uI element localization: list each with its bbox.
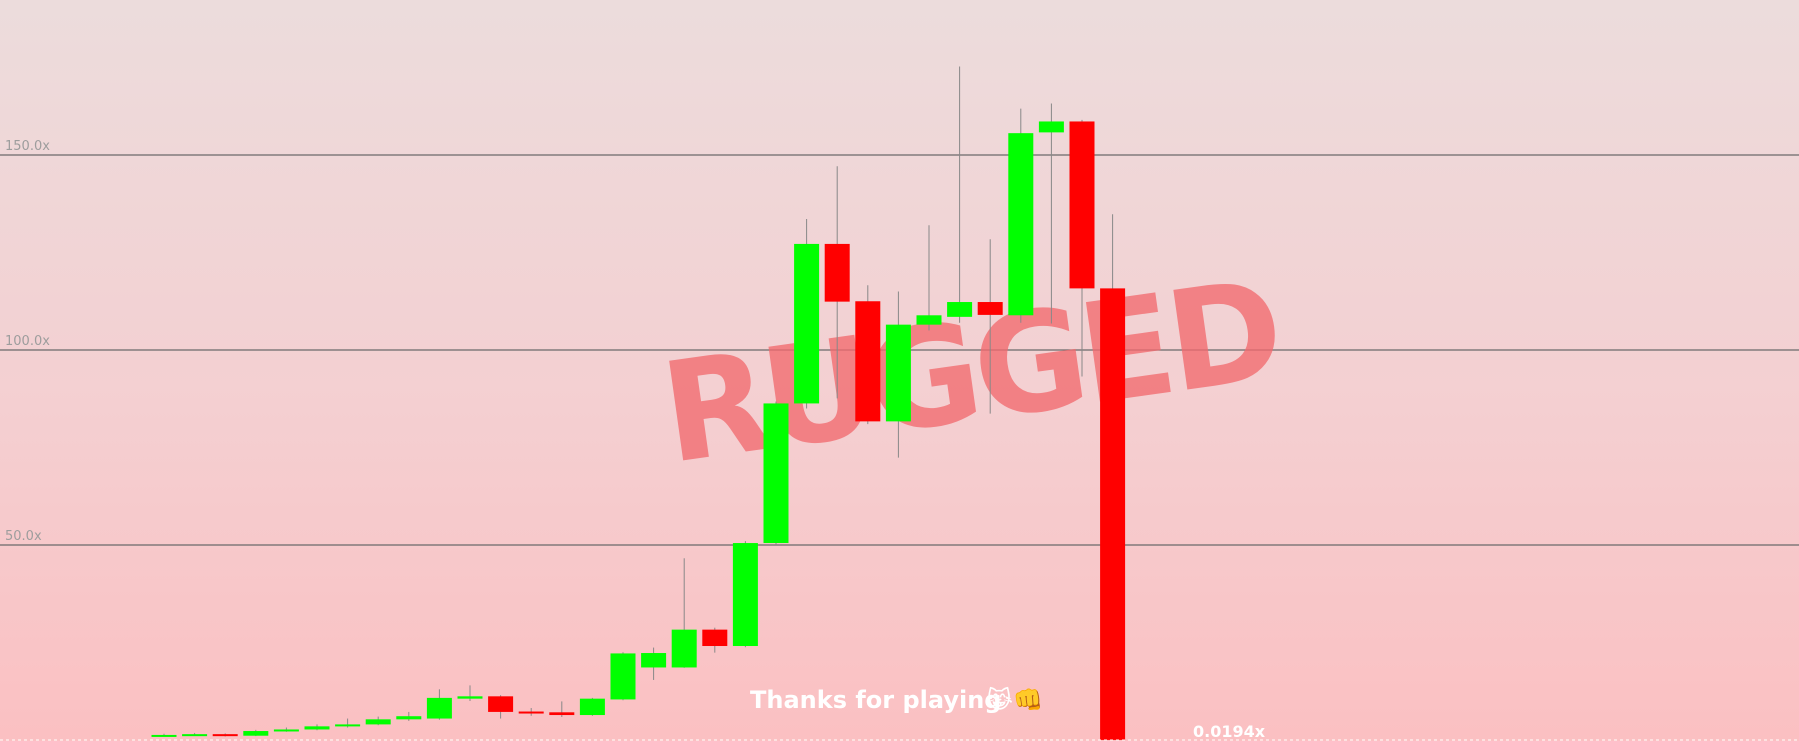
candle xyxy=(579,697,605,716)
candle xyxy=(702,627,728,653)
candle-body-up xyxy=(641,653,667,668)
candle-body-down xyxy=(977,302,1003,315)
candle-body-up xyxy=(885,324,911,422)
y-tick-label: 150.0x xyxy=(5,139,50,154)
candle xyxy=(365,716,391,726)
candle-body-down xyxy=(855,301,881,422)
candle-body-up xyxy=(396,716,422,720)
candles-layer xyxy=(151,66,1126,740)
candle xyxy=(335,718,361,728)
candle xyxy=(824,166,850,399)
thanks-message: Thanks for playing xyxy=(750,686,1001,714)
rugged-watermark: RUGGED xyxy=(653,249,1287,494)
candle-body-up xyxy=(243,731,269,736)
candle xyxy=(885,291,911,458)
candle-body-up xyxy=(732,543,758,647)
candle-body-up xyxy=(794,243,820,404)
candle-body-up xyxy=(1008,133,1034,316)
candle-body-down xyxy=(488,696,514,712)
candle xyxy=(732,541,758,648)
candle xyxy=(273,727,299,732)
candle-body-up xyxy=(763,403,789,544)
candle-body-up xyxy=(457,696,483,699)
y-tick-label: 50.0x xyxy=(5,529,42,544)
candle xyxy=(1008,108,1034,323)
candle xyxy=(396,711,422,721)
candle xyxy=(1069,119,1095,377)
candle xyxy=(1100,214,1126,740)
candle xyxy=(763,401,789,545)
candle-body-up xyxy=(335,724,361,727)
candle xyxy=(151,733,177,737)
candle xyxy=(947,66,973,323)
y-tick-label: 100.0x xyxy=(5,334,50,349)
candle xyxy=(182,732,208,737)
candle xyxy=(518,708,544,716)
candle xyxy=(855,285,881,425)
candle xyxy=(1038,103,1064,324)
candle-body-down xyxy=(1069,121,1095,289)
candle xyxy=(977,239,1003,414)
candle-body-up xyxy=(304,726,330,730)
candle-body-down xyxy=(1100,288,1126,740)
candle xyxy=(610,652,636,701)
candle-body-up xyxy=(151,734,177,737)
candle-body-up xyxy=(273,729,299,732)
candle xyxy=(549,701,575,717)
candle-body-up xyxy=(426,697,452,719)
candle-body-up xyxy=(947,302,973,317)
candle-body-up xyxy=(579,698,605,716)
candle-body-down xyxy=(702,629,728,647)
candle-body-up xyxy=(916,315,942,325)
candle-body-down xyxy=(518,711,544,714)
candle-body-up xyxy=(610,653,636,700)
message-emoji-icons: 😹👊 xyxy=(985,686,1043,714)
candle-body-up xyxy=(365,719,391,725)
current-multiplier-label: 0.0194x xyxy=(1193,722,1266,741)
candle-body-down xyxy=(212,734,238,737)
candle xyxy=(243,729,269,737)
candle xyxy=(916,225,942,331)
candle xyxy=(304,724,330,731)
candle-body-down xyxy=(824,243,850,302)
candle-body-up xyxy=(182,734,208,737)
candle xyxy=(212,733,238,737)
candle xyxy=(488,695,514,719)
candle-body-up xyxy=(671,629,697,668)
candle xyxy=(457,685,483,701)
candle xyxy=(641,647,667,680)
candle-body-down xyxy=(549,712,575,716)
candle xyxy=(794,218,820,409)
candle xyxy=(671,558,697,668)
candle-body-up xyxy=(1038,121,1064,133)
candle xyxy=(426,689,452,720)
